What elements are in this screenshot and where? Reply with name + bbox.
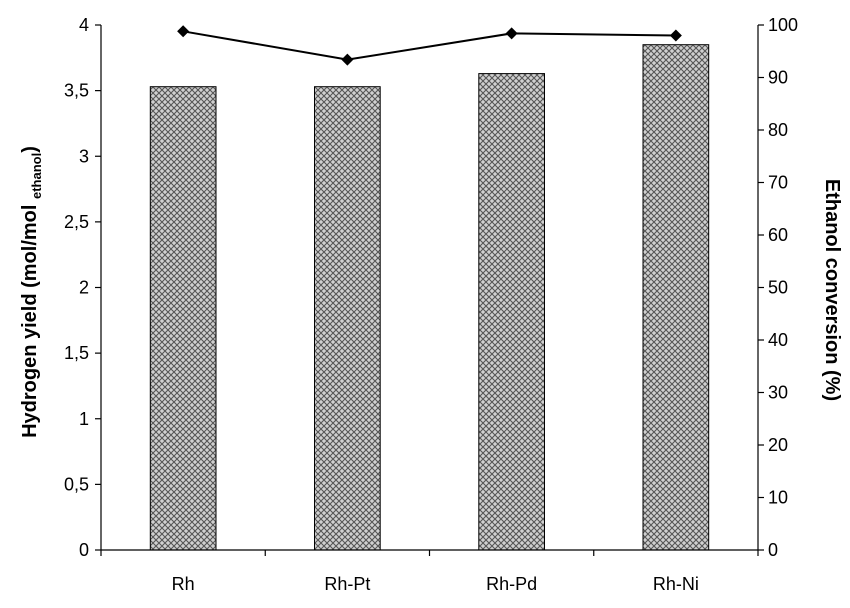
right-tick-label: 10 — [768, 488, 788, 508]
bar-rh-pt — [314, 86, 381, 551]
conversion-line — [182, 30, 676, 61]
right-tick-label: 70 — [768, 173, 788, 193]
y-axis-left-title: Hydrogen yield (mol/mol ethanol) — [19, 146, 44, 438]
category-label-rh-ni: Rh-Ni — [653, 574, 699, 594]
left-tick-labels: 0 0,5 1 1,5 2 2,5 3 3,5 4 — [64, 15, 89, 560]
left-tick-label: 1 — [79, 409, 89, 429]
right-tick-label: 40 — [768, 330, 788, 350]
category-label-rh: Rh — [172, 574, 195, 594]
conversion-marker-rh — [177, 25, 190, 38]
bar-rh — [149, 86, 217, 551]
left-tick-label: 4 — [79, 15, 89, 35]
category-label-rh-pd: Rh-Pd — [486, 574, 537, 594]
left-tick-label: 0,5 — [64, 474, 89, 494]
conversion-line-series — [177, 25, 682, 66]
category-label-rh-pt: Rh-Pt — [324, 574, 370, 594]
right-tick-label: 100 — [768, 15, 798, 35]
axes — [95, 24, 764, 556]
left-tick-label: 2 — [79, 278, 89, 298]
category-tick-labels: Rh Rh-Pt Rh-Pd Rh-Ni — [172, 574, 699, 594]
bar-rh-ni — [642, 44, 710, 551]
conversion-marker-rh-pd — [505, 27, 518, 40]
bars — [149, 44, 710, 551]
right-tick-label: 60 — [768, 225, 788, 245]
bar-rh-pd — [478, 73, 545, 551]
left-tick-label: 1,5 — [64, 343, 89, 363]
right-tick-label: 80 — [768, 120, 788, 140]
right-tick-labels: 0 10 20 30 40 50 60 70 80 90 100 — [768, 15, 798, 560]
y-axis-right-title: Ethanol conversion (%) — [821, 179, 843, 401]
left-tick-label: 3 — [79, 146, 89, 166]
right-tick-label: 30 — [768, 383, 788, 403]
left-tick-label: 2,5 — [64, 212, 89, 232]
right-tick-label: 90 — [768, 68, 788, 88]
conversion-marker-rh-ni — [669, 29, 682, 42]
right-tick-label: 20 — [768, 435, 788, 455]
conversion-marker-rh-pt — [341, 53, 354, 66]
right-tick-label: 50 — [768, 278, 788, 298]
right-tick-label: 0 — [768, 540, 778, 560]
left-tick-label: 3,5 — [64, 81, 89, 101]
left-tick-label: 0 — [79, 540, 89, 560]
